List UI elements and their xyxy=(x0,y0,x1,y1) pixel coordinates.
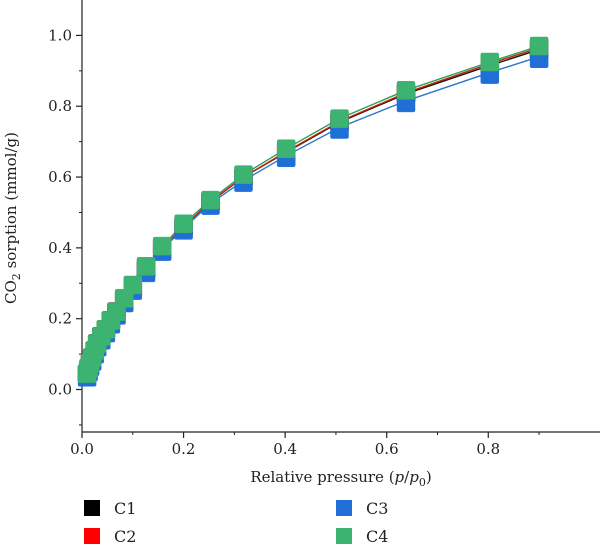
y-tick-label: 0.8 xyxy=(48,97,72,115)
data-point xyxy=(276,139,296,158)
series-c3 xyxy=(77,49,549,387)
data-point xyxy=(529,36,549,56)
legend-swatch-c1 xyxy=(84,500,100,516)
data-points xyxy=(77,36,549,387)
fit-curve-c4 xyxy=(86,45,540,374)
fit-curve-c2 xyxy=(86,47,540,374)
y-tick-label: 0.4 xyxy=(48,239,72,257)
data-point xyxy=(480,52,500,72)
data-point xyxy=(152,236,172,256)
y-tick-label: 1.0 xyxy=(48,26,72,44)
series-c4 xyxy=(77,36,549,383)
data-point xyxy=(136,257,156,276)
fit-curves xyxy=(86,45,540,376)
data-point xyxy=(396,81,416,100)
fit-curve-c3 xyxy=(86,56,540,376)
legend-label-c2: C2 xyxy=(114,527,136,546)
x-axis-label: Relative pressure (p/p0) xyxy=(250,468,431,489)
x-tick-label: 0.8 xyxy=(476,440,500,458)
series-c2 xyxy=(77,38,549,383)
x-tick-label: 0.6 xyxy=(375,440,399,458)
data-point xyxy=(123,275,143,295)
y-tick-label: 0.0 xyxy=(48,381,72,399)
legend-label-c4: C4 xyxy=(366,527,388,546)
x-tick-label: 0.2 xyxy=(172,440,196,458)
fit-curve-c1 xyxy=(86,48,540,374)
legend-label-c3: C3 xyxy=(366,499,388,518)
data-point xyxy=(201,190,220,210)
x-tick-label: 0.0 xyxy=(70,440,94,458)
y-axis-label: CO2 sorption (mmol/g) xyxy=(2,132,23,304)
legend: C1 C2 C3 C4 xyxy=(84,499,388,546)
legend-swatch-c4 xyxy=(336,528,352,544)
data-point xyxy=(330,109,349,128)
legend-label-c1: C1 xyxy=(114,499,136,518)
series-c1 xyxy=(77,40,549,383)
legend-swatch-c2 xyxy=(84,528,100,544)
y-tick-label: 0.2 xyxy=(48,310,72,328)
legend-swatch-c3 xyxy=(336,500,352,516)
data-point xyxy=(234,165,253,184)
y-tick-label: 0.6 xyxy=(48,168,72,186)
data-point xyxy=(174,214,193,234)
x-tick-label: 0.4 xyxy=(273,440,297,458)
chart-axes: 0.0 0.2 0.4 0.6 0.8 0.0 0.2 0.4 0.6 0.8 1.0 xyxy=(48,0,600,458)
